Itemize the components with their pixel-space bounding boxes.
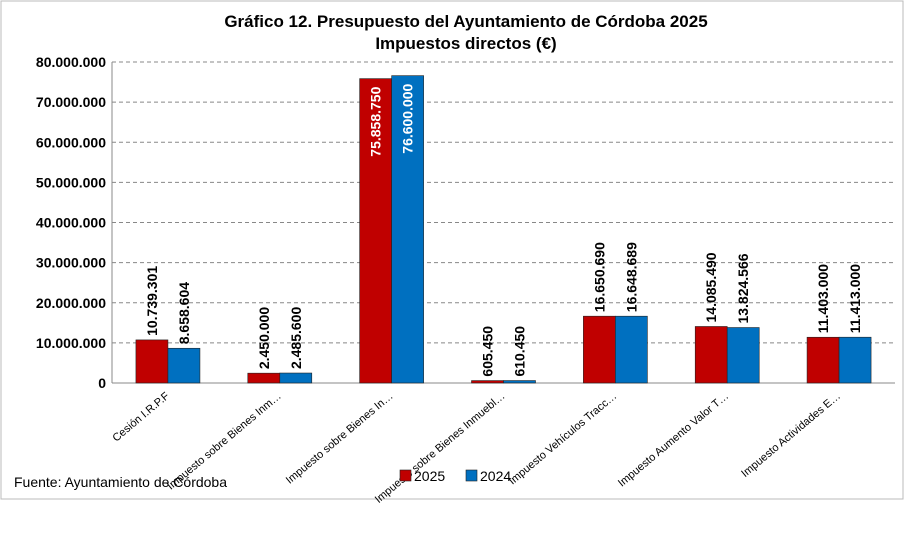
bar [615, 315, 648, 384]
y-tick-label: 40.000.000 [36, 215, 106, 231]
value-label: 610.450 [512, 326, 528, 377]
value-label: 76.600.000 [400, 83, 416, 153]
value-label: 13.824.566 [735, 253, 751, 323]
bar [838, 336, 872, 384]
y-tick-label: 80.000.000 [36, 54, 106, 70]
bar [583, 315, 616, 384]
y-tick-label: 60.000.000 [36, 134, 106, 150]
value-label: 2.485.600 [288, 307, 304, 369]
bar [806, 336, 840, 384]
bar [391, 75, 424, 384]
chart-subtitle: Impuestos directos (€) [375, 34, 556, 53]
bar [167, 347, 201, 384]
legend-swatch [399, 469, 412, 482]
y-tick-label: 20.000.000 [36, 295, 106, 311]
y-tick-label: 10.000.000 [36, 335, 106, 351]
legend-label: 2025 [414, 468, 445, 484]
value-label: 16.650.690 [591, 242, 607, 312]
bar [726, 327, 760, 384]
bar [694, 326, 728, 384]
y-tick-label: 30.000.000 [36, 255, 106, 271]
y-tick-label: 50.000.000 [36, 174, 106, 190]
value-label: 2.450.000 [256, 307, 272, 369]
legend-label: 2024 [480, 468, 511, 484]
y-tick-label: 0 [98, 375, 106, 391]
value-label: 10.739.301 [144, 266, 160, 336]
bar [503, 380, 536, 384]
value-label: 11.403.000 [815, 264, 831, 334]
value-label: 75.858.750 [368, 86, 384, 156]
source-note: Fuente: Ayuntamiento de Córdoba [14, 474, 227, 490]
chart-title: Gráfico 12. Presupuesto del Ayuntamiento… [224, 12, 707, 31]
value-label: 14.085.490 [703, 252, 719, 322]
bar [279, 372, 313, 384]
y-tick-label: 70.000.000 [36, 94, 106, 110]
value-label: 8.658.604 [176, 282, 192, 344]
value-label: 11.413.000 [847, 264, 863, 334]
legend-swatch [465, 469, 478, 482]
bar [247, 372, 281, 384]
bar [135, 339, 169, 384]
bar [471, 380, 504, 384]
value-label: 605.450 [480, 326, 496, 377]
value-label: 16.648.689 [623, 242, 639, 312]
chart-frame [0, 0, 904, 500]
